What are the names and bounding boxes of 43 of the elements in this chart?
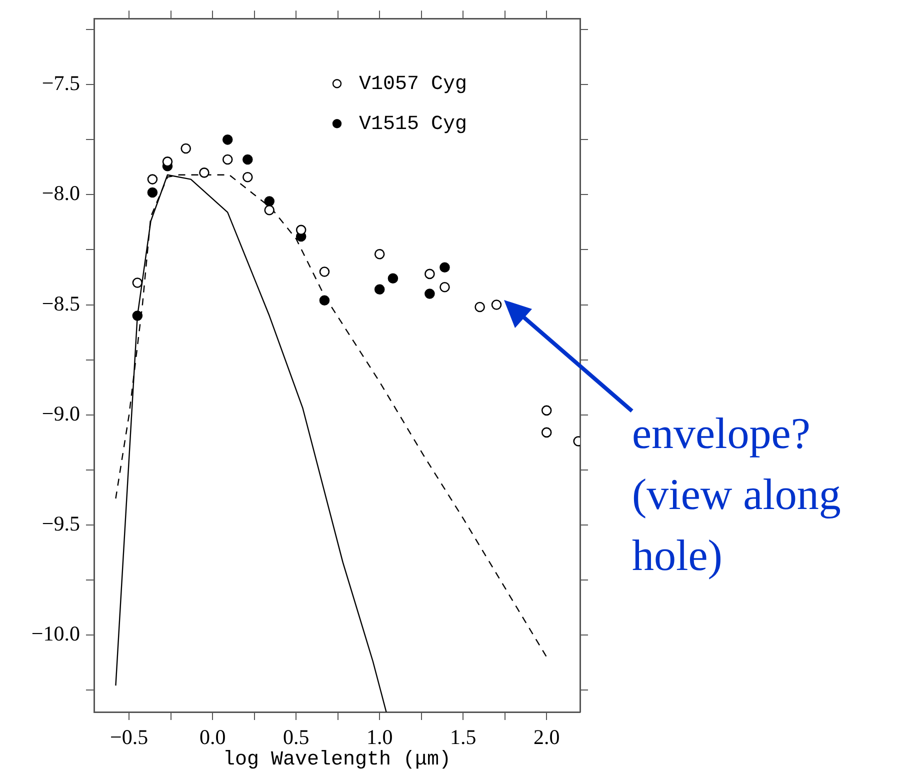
point <box>132 310 143 321</box>
x-tick-label: 0.5 <box>282 725 310 750</box>
x-tick-label: 0.0 <box>199 725 226 750</box>
point <box>541 405 552 416</box>
point <box>242 172 253 182</box>
point <box>440 282 450 292</box>
point <box>242 154 253 165</box>
point <box>474 302 485 312</box>
point <box>199 168 210 178</box>
x-tick-label: −0.5 <box>110 725 148 750</box>
point <box>440 262 450 272</box>
point <box>147 174 158 184</box>
point <box>374 248 385 260</box>
x-tick-label: 1.5 <box>450 725 476 750</box>
point <box>222 154 233 165</box>
point <box>388 273 398 284</box>
text: envelope? (view along hole) <box>632 409 841 580</box>
point <box>162 156 173 167</box>
y-tick-label: −10.0 <box>31 621 80 646</box>
point <box>374 284 385 295</box>
point <box>319 295 330 306</box>
point <box>541 427 552 438</box>
point <box>424 268 435 280</box>
y-tick-label: −9.0 <box>42 401 80 426</box>
point <box>264 204 275 216</box>
legend-label: V1057 Cyg <box>359 72 468 96</box>
y-tick-label: −7.5 <box>42 71 80 96</box>
point <box>180 143 192 154</box>
point <box>424 288 435 299</box>
legend-label: V1515 Cyg <box>359 112 468 136</box>
x-tick-label: 1.0 <box>366 725 393 750</box>
y-tick-label: −8.5 <box>42 291 80 316</box>
y-tick-label: −8.0 <box>42 181 80 206</box>
point <box>222 134 233 145</box>
point <box>264 196 275 206</box>
point <box>147 187 158 198</box>
point <box>296 224 306 236</box>
x-axis-title: log Wavelength (μm) <box>222 748 452 771</box>
y-tick-label: −9.5 <box>42 511 80 536</box>
point <box>491 300 502 310</box>
point <box>132 278 143 288</box>
x-tick-label: 2.0 <box>533 725 560 750</box>
point <box>319 266 330 277</box>
